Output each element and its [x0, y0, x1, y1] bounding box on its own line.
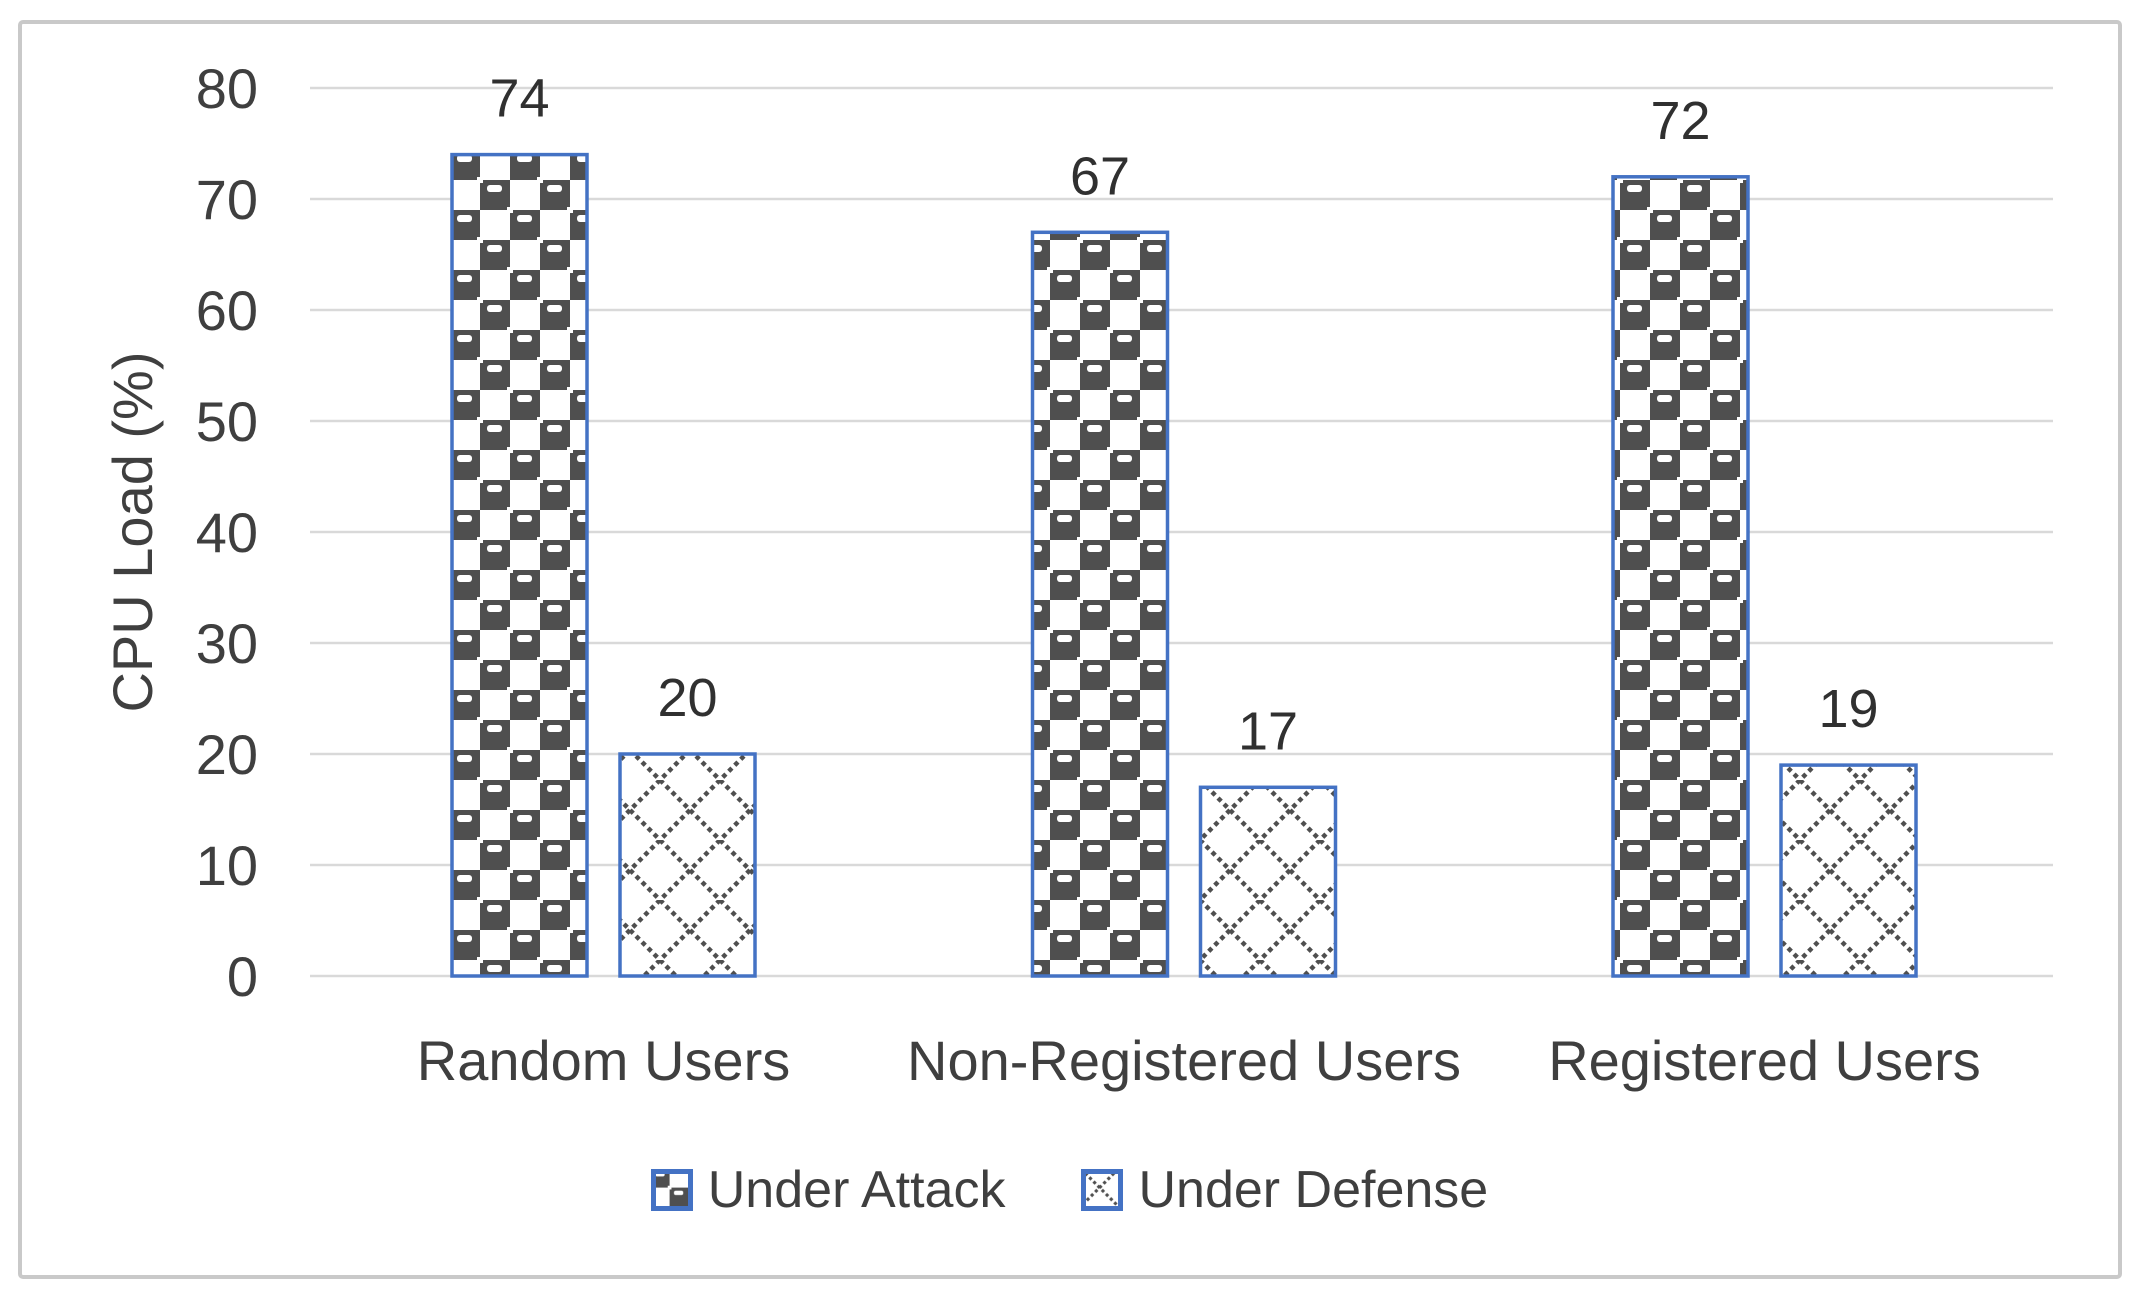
legend: Under Attack Under Defense [0, 1160, 2139, 1220]
y-tick-label: 10 [196, 834, 258, 897]
under-attack-swatch-icon [650, 1169, 693, 1211]
x-category-label: Non-Registered Users [907, 1029, 1461, 1092]
bar-value-label: 20 [657, 668, 717, 728]
gridlines [310, 86, 2053, 978]
bars [450, 152, 1918, 978]
bar-value-label: 19 [1818, 679, 1878, 739]
y-tick-label: 30 [196, 612, 258, 675]
y-tick-label: 60 [196, 279, 258, 342]
bar-under-defense-non-registered-users [1198, 785, 1338, 978]
labels: 0 10 20 30 40 50 60 70 80 74 67 72 20 17 19 Random User… [196, 57, 1981, 1092]
y-tick-label: 80 [196, 57, 258, 120]
bar-value-label: 74 [489, 69, 549, 129]
bar-under-attack-non-registered-users [1030, 230, 1170, 978]
x-category-label: Registered Users [1548, 1029, 1981, 1092]
bar-value-label: 72 [1650, 91, 1710, 151]
y-tick-label: 70 [196, 168, 258, 231]
bar-under-defense-random-users [618, 752, 757, 978]
bar-under-attack-registered-users [1611, 175, 1750, 978]
y-axis-title: CPU Load (%) [101, 351, 164, 713]
y-tick-label: 0 [227, 945, 258, 1008]
bar-value-label: 67 [1070, 146, 1130, 206]
bar-under-attack-random-users [450, 152, 589, 978]
legend-item-under-defense: Under Defense [1081, 1160, 1488, 1220]
y-tick-label: 40 [196, 501, 258, 564]
bar-value-label: 17 [1238, 701, 1298, 761]
legend-item-under-attack: Under Attack [650, 1160, 1006, 1220]
legend-label-under-attack: Under Attack [707, 1161, 1006, 1219]
bar-under-defense-registered-users [1779, 763, 1918, 978]
y-tick-label: 50 [196, 390, 258, 453]
under-defense-swatch-icon [1081, 1169, 1124, 1211]
x-category-label: Random Users [417, 1029, 790, 1092]
y-tick-label: 20 [196, 723, 258, 786]
legend-label-under-defense: Under Defense [1138, 1161, 1489, 1219]
